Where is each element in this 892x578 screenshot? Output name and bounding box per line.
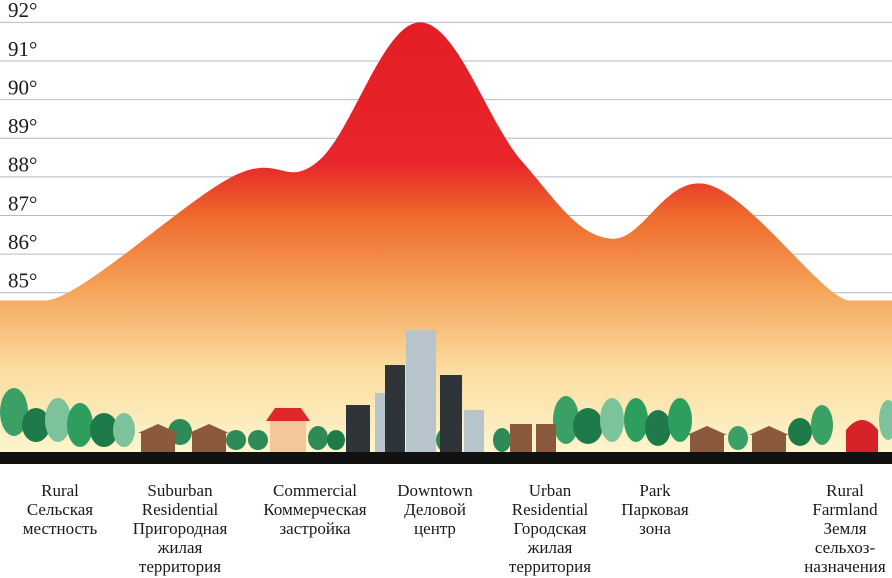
y-tick-label: 91° — [8, 37, 37, 61]
area-layer — [0, 22, 892, 456]
y-tick-label: 86° — [8, 230, 37, 254]
x-category-label: Park Парковая зона — [621, 481, 689, 538]
y-tick-label: 85° — [8, 269, 37, 293]
y-tick-label: 92° — [8, 0, 37, 22]
x-category-label: Urban Residential Городская жилая террит… — [508, 481, 592, 576]
x-category-label: Commercial Коммерческая застройка — [263, 481, 367, 538]
x-category-label: Rural Farmland Земля сельхоз- назначения — [804, 481, 886, 576]
x-category-label: Rural Сельская местность — [22, 481, 98, 538]
x-category-label: Downtown Деловой центр — [397, 481, 473, 538]
town-illustration — [0, 330, 892, 464]
x-category-label: Suburban Residential Пригородная жилая т… — [132, 481, 228, 576]
y-tick-label: 89° — [8, 114, 37, 138]
y-tick-label: 90° — [8, 75, 37, 99]
y-tick-label: 87° — [8, 191, 37, 215]
heat-area — [0, 22, 892, 456]
y-tick-label: 88° — [8, 153, 37, 177]
